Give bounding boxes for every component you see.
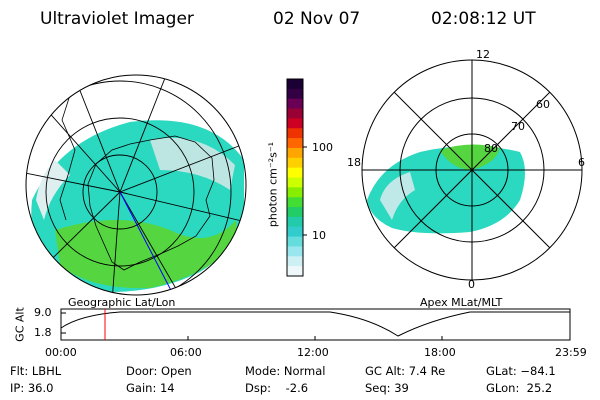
colorbar-segment <box>287 167 303 179</box>
colorbar-segment <box>287 108 303 119</box>
time-tick-18: 18:00 <box>424 346 456 359</box>
colorbar-segment <box>287 216 303 228</box>
lat-label-70: 70 <box>511 120 525 133</box>
colorbar-tick-10: 10 <box>312 229 326 242</box>
colorbar-segment <box>287 118 303 129</box>
lat-label-80: 80 <box>484 142 498 155</box>
altitude-ylabel: GC Alt <box>13 307 27 342</box>
colorbar-segment <box>287 226 303 238</box>
altitude-curve <box>60 311 570 337</box>
colorbar-segment <box>287 88 303 100</box>
door-readout: Door: Open <box>126 364 192 378</box>
altitude-plot <box>60 308 571 341</box>
filter-readout: Flt: LBHL <box>10 364 62 378</box>
coastline <box>87 135 215 271</box>
mlt-label-6: 6 <box>578 156 585 169</box>
colorbar-label: photon cm⁻²s⁻¹ <box>266 141 280 228</box>
gc-alt-readout: GC Alt: 7.4 Re <box>365 364 446 378</box>
geographic-map <box>25 74 247 296</box>
colorbar-segment <box>287 147 303 159</box>
colorbar-segment <box>287 128 303 139</box>
ip-readout: IP: 36.0 <box>10 381 54 395</box>
date-label: 02 Nov 07 <box>273 9 361 29</box>
mlt-label-18: 18 <box>347 156 361 169</box>
gain-readout: Gain: 14 <box>126 381 175 395</box>
dsp-readout: Dsp: -2.6 <box>245 381 309 395</box>
glat-readout: GLat: −84.1 <box>486 364 556 378</box>
altitude-ytick-1-8: 1.8 <box>34 326 52 339</box>
colorbar-segment <box>287 79 303 90</box>
mlt-label-0: 0 <box>468 278 475 291</box>
time-tick-6: 06:00 <box>170 346 202 359</box>
mode-readout: Mode: Normal <box>245 364 326 378</box>
magnetic-polar-plot <box>361 59 583 281</box>
colorbar-segment <box>287 266 303 277</box>
colorbar-segment <box>287 246 303 257</box>
time-tick-24: 23:59 <box>555 346 587 359</box>
colorbar-segment <box>287 236 303 248</box>
colorbar-segment <box>287 138 303 149</box>
altitude-ytick-9: 9.0 <box>34 306 52 319</box>
glon-readout: GLon: 25.2 <box>486 381 553 395</box>
colorbar-segment <box>287 207 303 218</box>
magnetic-caption: Apex MLat/MLT <box>420 296 503 309</box>
terminator-line <box>119 191 177 295</box>
colorbar-segment <box>287 177 303 188</box>
mlt-label-12: 12 <box>476 48 490 61</box>
colorbar-segment <box>287 98 303 110</box>
time-label: 02:08:12 UT <box>431 9 536 29</box>
colorbar-ticks <box>303 146 307 236</box>
colorbar-segment <box>287 197 303 208</box>
geographic-caption: Geographic Lat/Lon <box>68 296 176 309</box>
colorbar-segment <box>287 157 303 169</box>
aurora-oval-image <box>367 146 525 234</box>
time-tick-0: 00:00 <box>45 346 77 359</box>
lat-label-60: 60 <box>536 98 550 111</box>
seq-readout: Seq: 39 <box>365 381 409 395</box>
colorbar-frame <box>286 78 304 277</box>
time-tick-12: 12:00 <box>297 346 329 359</box>
colorbar-tick-100: 100 <box>312 141 333 154</box>
colorbar <box>286 78 304 277</box>
instrument-title: Ultraviolet Imager <box>40 9 194 29</box>
colorbar-segment <box>287 256 303 267</box>
colorbar-segment <box>287 187 303 198</box>
